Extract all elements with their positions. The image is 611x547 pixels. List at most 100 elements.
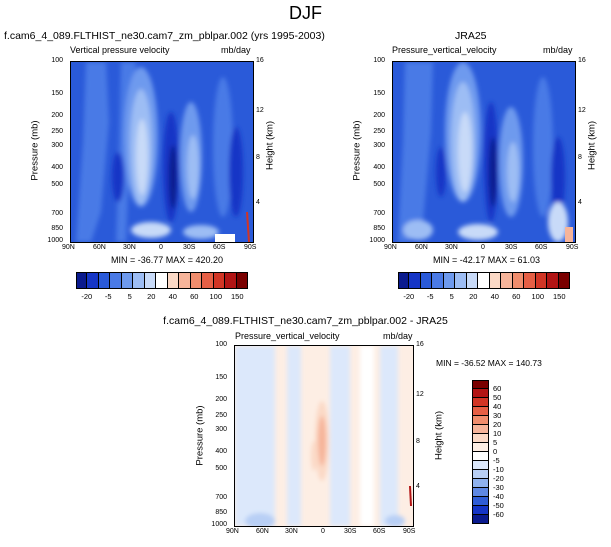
colorbar-label: -40 <box>493 492 504 501</box>
y2-tick-label: 12 <box>578 107 586 114</box>
colorbar-label: -5 <box>493 456 500 465</box>
colorbar-box <box>547 272 559 289</box>
colorbar-box <box>110 272 122 289</box>
y-tick-label: 150 <box>215 374 227 381</box>
colorbar-label: -60 <box>493 510 504 519</box>
y2-tick-label: 4 <box>256 199 260 206</box>
y-tick-label: 250 <box>51 128 63 135</box>
colorbar-label: 150 <box>552 292 566 301</box>
x-tick-label: 0 <box>159 244 163 251</box>
colorbar-box <box>472 389 489 398</box>
y-tick-label: 400 <box>51 164 63 171</box>
x-tick-label: 30N <box>445 244 458 251</box>
contour-plot <box>70 61 254 243</box>
y-tick-label: 100 <box>51 57 63 64</box>
y-tick-label: 850 <box>373 225 385 232</box>
colorbar-box <box>535 272 548 289</box>
colorbar-label: 40 <box>493 402 502 411</box>
x-tick-label: 30N <box>123 244 136 251</box>
x-tick-label: 90S <box>403 528 416 535</box>
colorbar: -20 -5 5 20 40 60 100 150 <box>76 272 248 301</box>
y2-tick-label: 8 <box>416 438 420 445</box>
panel-title: f.cam6_4_089.FLTHIST_ne30.cam7_zm_pblpar… <box>163 315 448 327</box>
panel-title: f.cam6_4_089.FLTHIST_ne30.cam7_zm_pblpar… <box>4 30 325 42</box>
variable-label: Vertical pressure velocity <box>70 45 170 55</box>
colorbar-box <box>455 272 467 289</box>
min-max-stats: MIN = -36.77 MAX = 420.20 <box>111 255 224 265</box>
colorbar-label: -20 <box>403 292 415 301</box>
colorbar-label: 0 <box>493 447 498 456</box>
y-tick-label: 850 <box>215 509 227 516</box>
colorbar-box <box>512 272 525 289</box>
y2-tick-label: 8 <box>578 154 582 161</box>
colorbar-label: 60 <box>190 292 199 301</box>
units-label: mb/day <box>383 331 413 341</box>
colorbar-box <box>98 272 111 289</box>
x-tick-label: 90S <box>244 244 257 251</box>
y2-tick-label: 16 <box>578 57 586 64</box>
y-tick-label: 150 <box>51 90 63 97</box>
colorbar-box <box>133 272 145 289</box>
colorbar-label: 20 <box>147 292 156 301</box>
colorbar-label: 50 <box>493 393 502 402</box>
y-tick-label: 250 <box>215 412 227 419</box>
min-max-stats: MIN = -36.52 MAX = 140.73 <box>436 358 542 368</box>
y-tick-label: 500 <box>215 465 227 472</box>
colorbar-box <box>121 272 134 289</box>
colorbar-box <box>466 272 479 289</box>
y-tick-label: 100 <box>215 341 227 348</box>
y2-tick-label: 4 <box>578 199 582 206</box>
colorbar-label: 5 <box>493 438 498 447</box>
y-axis-title: Pressure (mb) <box>194 405 206 466</box>
y-tick-label: 200 <box>373 112 385 119</box>
colorbar-box <box>432 272 444 289</box>
colorbar-label: 60 <box>512 292 521 301</box>
y-tick-label: 300 <box>215 426 227 433</box>
colorbar-box <box>472 416 489 425</box>
min-max-stats: MIN = -42.17 MAX = 61.03 <box>433 255 541 265</box>
colorbar-box <box>213 272 226 289</box>
y2-axis-title: Height (km) <box>264 120 276 171</box>
y-tick-label: 700 <box>51 210 63 217</box>
colorbar-box <box>472 443 489 452</box>
colorbar-box <box>179 272 191 289</box>
x-tick-label: 30S <box>344 528 357 535</box>
colorbar-label: 60 <box>493 384 502 393</box>
colorbar-box <box>478 272 490 289</box>
x-tick-label: 60N <box>415 244 428 251</box>
colorbar-box <box>489 272 502 289</box>
colorbar-box <box>236 272 248 289</box>
y-tick-label: 1000 <box>369 237 385 244</box>
units-label: mb/day <box>221 45 251 55</box>
y-tick-label: 500 <box>373 181 385 188</box>
y-tick-label: 300 <box>373 142 385 149</box>
colorbar-box <box>76 272 88 289</box>
colorbar-box <box>156 272 168 289</box>
y2-tick-label: 16 <box>256 57 264 64</box>
x-tick-label: 90N <box>226 528 239 535</box>
colorbar-box <box>472 434 489 443</box>
units-label: mb/day <box>543 45 573 55</box>
y-tick-label: 150 <box>373 90 385 97</box>
x-tick-label: 30S <box>505 244 518 251</box>
colorbar-label: 20 <box>493 420 502 429</box>
y-tick-label: 1000 <box>47 237 63 244</box>
colorbar-box <box>472 506 489 515</box>
y2-axis-title: Height (km) <box>586 120 598 171</box>
y2-tick-label: 12 <box>256 107 264 114</box>
colorbar-box <box>225 272 237 289</box>
colorbar-label: 5 <box>127 292 132 301</box>
y-tick-label: 300 <box>51 142 63 149</box>
colorbar-label: 40 <box>168 292 177 301</box>
colorbar-box <box>472 497 489 506</box>
colorbar-box <box>472 407 489 416</box>
colorbar-label: -5 <box>104 292 112 301</box>
colorbar-box <box>472 488 489 497</box>
y2-axis-title: Height (km) <box>433 410 445 461</box>
x-tick-label: 60N <box>93 244 106 251</box>
colorbar-label: -5 <box>426 292 434 301</box>
colorbar-label: 30 <box>493 411 502 420</box>
contour-plot <box>392 61 576 243</box>
y-tick-label: 400 <box>373 164 385 171</box>
variable-label: Pressure_vertical_velocity <box>235 331 340 341</box>
